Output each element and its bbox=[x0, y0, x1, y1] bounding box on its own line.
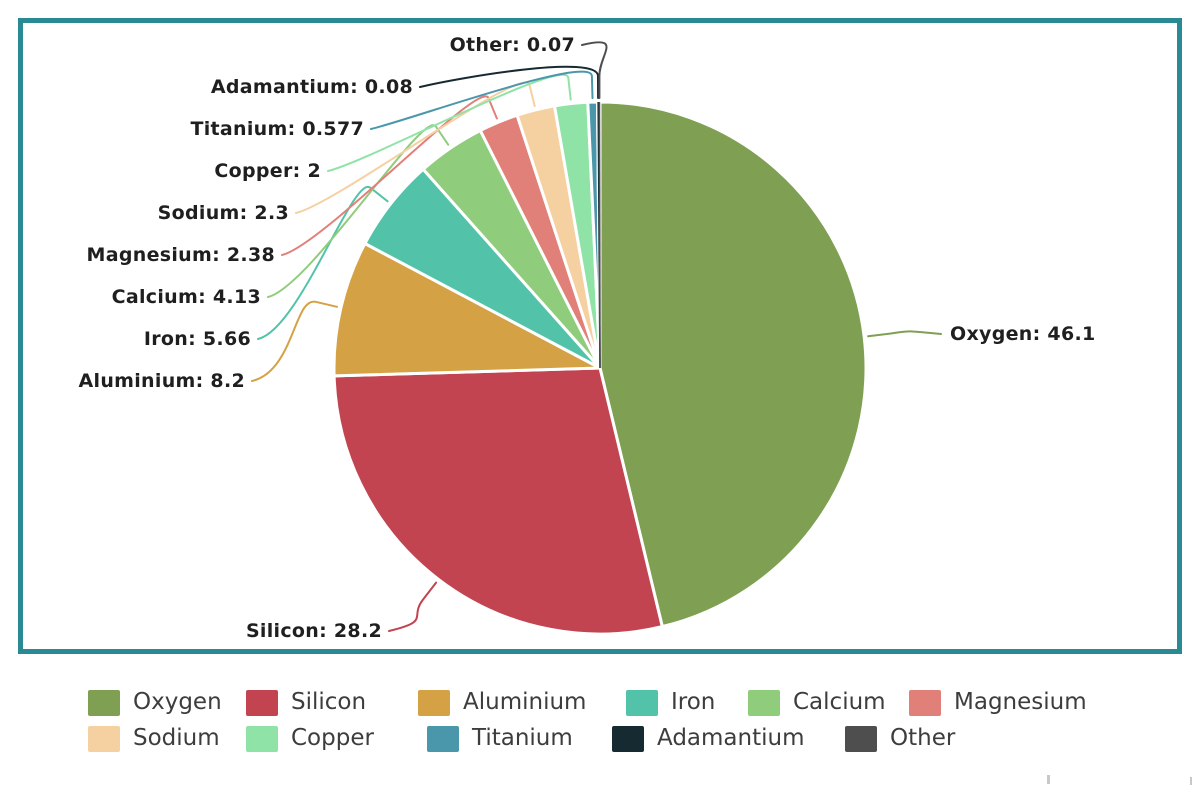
leader-line-adamantium bbox=[419, 65, 600, 99]
legend-label: Adamantium bbox=[657, 725, 805, 751]
legend-swatch-titanium bbox=[427, 725, 459, 752]
legend-swatch-sodium bbox=[88, 725, 120, 752]
legend-item-iron[interactable]: Iron bbox=[626, 689, 715, 716]
slice-label-magnesium: Magnesium: 2.38 bbox=[87, 244, 275, 266]
leader-line-oxygen bbox=[867, 330, 942, 338]
legend-item-oxygen[interactable]: Oxygen bbox=[88, 689, 222, 716]
legend-swatch-iron bbox=[626, 689, 658, 716]
legend-swatch-adamantium bbox=[612, 725, 644, 752]
slice-label-silicon: Silicon: 28.2 bbox=[246, 620, 382, 642]
legend-item-titanium[interactable]: Titanium bbox=[427, 725, 573, 752]
legend-item-sodium[interactable]: Sodium bbox=[88, 725, 220, 752]
legend-swatch-silicon bbox=[246, 689, 278, 716]
slice-label-other: Other: 0.07 bbox=[450, 34, 575, 56]
legend-label: Sodium bbox=[133, 725, 220, 751]
legend-swatch-copper bbox=[246, 725, 278, 752]
slice-label-calcium: Calcium: 4.13 bbox=[112, 286, 261, 308]
legend-label: Titanium bbox=[472, 725, 573, 751]
legend-label: Magnesium bbox=[954, 689, 1087, 715]
legend-label: Silicon bbox=[291, 689, 367, 715]
legend-label: Copper bbox=[291, 725, 374, 751]
slice-label-oxygen: Oxygen: 46.1 bbox=[950, 323, 1096, 345]
leader-line-copper bbox=[327, 73, 572, 172]
legend-item-calcium[interactable]: Calcium bbox=[748, 689, 886, 716]
legend-item-copper[interactable]: Copper bbox=[246, 725, 374, 752]
legend-label: Oxygen bbox=[133, 689, 222, 715]
slice-label-adamantium: Adamantium: 0.08 bbox=[211, 76, 413, 98]
legend-swatch-magnesium bbox=[909, 689, 941, 716]
legend-swatch-other bbox=[845, 725, 877, 752]
slice-label-iron: Iron: 5.66 bbox=[144, 328, 251, 350]
legend-item-aluminium[interactable]: Aluminium bbox=[418, 689, 586, 716]
legend-label: Calcium bbox=[793, 689, 886, 715]
leader-line-magnesium bbox=[281, 95, 498, 256]
legend-row-2: Sodium Copper Titanium Adamantium Other bbox=[0, 725, 1200, 752]
leader-line-aluminium bbox=[251, 300, 338, 382]
slice-oxygen[interactable] bbox=[598, 100, 868, 629]
artifact-mark bbox=[1047, 775, 1050, 784]
legend-swatch-aluminium bbox=[418, 689, 450, 716]
artifact-mark bbox=[1190, 777, 1192, 785]
legend-label: Other bbox=[890, 725, 956, 751]
slice-aluminium[interactable] bbox=[332, 242, 602, 378]
legend-label: Iron bbox=[671, 689, 716, 715]
legend-item-other[interactable]: Other bbox=[845, 725, 955, 752]
legend-item-magnesium[interactable]: Magnesium bbox=[909, 689, 1087, 716]
slice-label-titanium: Titanium: 0.577 bbox=[190, 118, 364, 140]
leader-line-iron bbox=[257, 186, 389, 340]
leader-line-titanium bbox=[370, 70, 594, 130]
legend-swatch-oxygen bbox=[88, 689, 120, 716]
leader-line-other bbox=[581, 41, 608, 99]
legend-row-1: Oxygen Silicon Aluminium Iron Calcium Magnesi… bbox=[0, 689, 1200, 716]
slice-label-copper: Copper: 2 bbox=[214, 160, 321, 182]
legend-swatch-calcium bbox=[748, 689, 780, 716]
slice-label-aluminium: Aluminium: 8.2 bbox=[79, 370, 246, 392]
slice-label-sodium: Sodium: 2.3 bbox=[158, 202, 289, 224]
slice-silicon[interactable] bbox=[332, 366, 664, 636]
slice-sliver-other[interactable] bbox=[598, 101, 601, 369]
leader-line-silicon bbox=[388, 581, 438, 632]
legend-item-silicon[interactable]: Silicon bbox=[246, 689, 366, 716]
legend-label: Aluminium bbox=[463, 689, 587, 715]
legend-item-adamantium[interactable]: Adamantium bbox=[612, 725, 805, 752]
